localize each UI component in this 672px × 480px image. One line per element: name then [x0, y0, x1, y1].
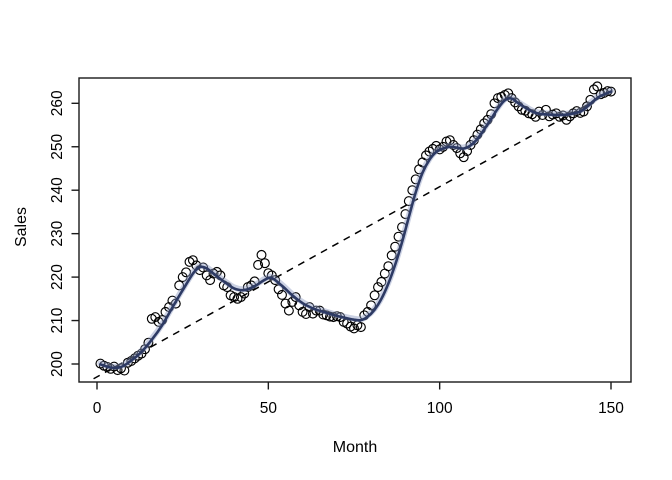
scatter-point: [205, 275, 216, 286]
scatter-point: [277, 289, 287, 300]
y-tick-label: 240: [49, 177, 66, 203]
scatter-point: [140, 344, 150, 355]
y-tick-label: 230: [49, 220, 66, 246]
y-tick-label: 210: [49, 307, 66, 333]
x-tick-label: 150: [598, 400, 624, 417]
x-tick-label: 0: [93, 400, 102, 417]
scatter-point: [424, 146, 435, 157]
loess-curve: [99, 90, 613, 370]
scatter-point: [582, 101, 592, 112]
plot-box: [78, 77, 632, 383]
scatter-point: [355, 322, 366, 333]
scatter-point: [468, 135, 479, 146]
scatter-point: [448, 140, 459, 150]
scatter-point: [489, 98, 500, 109]
fit-lines: [93, 87, 614, 380]
scatter-point: [143, 337, 154, 348]
scatter-point: [431, 140, 442, 151]
scatter-point: [564, 111, 575, 122]
scatter-point: [366, 300, 377, 311]
loess-halo: [97, 87, 614, 370]
scatter-point: [369, 290, 380, 301]
scatter-point: [270, 275, 281, 286]
scatter-point: [427, 143, 438, 154]
scatter-point: [187, 255, 198, 266]
scatter-point: [588, 84, 599, 95]
x-tick-label: 100: [427, 400, 453, 417]
scatter-point: [551, 108, 562, 119]
scatter-point: [458, 152, 469, 163]
scatter-point: [386, 250, 397, 261]
y-axis-title: Sales: [13, 207, 30, 247]
scatter-point: [273, 284, 284, 295]
x-axis-title: Month: [333, 439, 377, 456]
scatter-point: [373, 282, 383, 293]
scatter-point: [383, 261, 394, 272]
scatter-point: [376, 276, 387, 287]
scatter-point: [181, 267, 192, 278]
y-tick-label: 250: [49, 133, 66, 159]
scatter-point: [126, 356, 137, 366]
scatter-point: [349, 323, 359, 334]
trend-dashed-line: [93, 90, 614, 380]
scatter-point: [256, 249, 267, 260]
y-tick-label: 220: [49, 264, 66, 290]
scatter-point: [606, 86, 616, 97]
axis-ticks: 0 50 100 150 200 210 220 230 240 250 260: [49, 90, 624, 417]
y-tick-label: 260: [49, 90, 66, 116]
scatter-point: [259, 258, 270, 269]
scatter-point: [174, 280, 185, 291]
scatter-point: [290, 292, 301, 303]
scatter-point: [235, 292, 246, 303]
scatter-point: [283, 305, 294, 316]
y-tick-label: 200: [49, 351, 66, 377]
scatter-point: [325, 311, 335, 322]
scatter-point: [253, 259, 264, 270]
x-tick-label: 50: [260, 400, 278, 417]
scatter-points: [95, 81, 616, 376]
